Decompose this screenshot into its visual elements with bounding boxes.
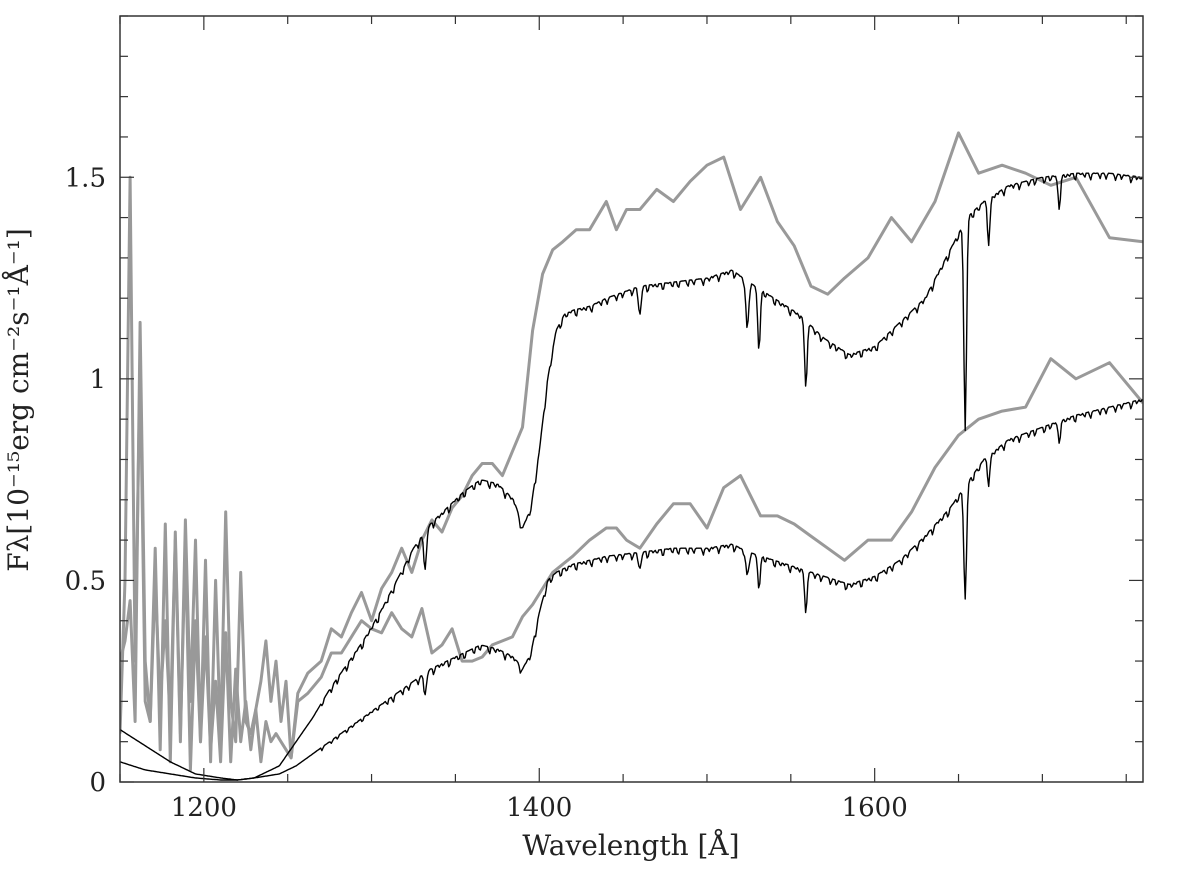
model-spectrum-line-3 [120, 172, 1143, 781]
observed-spectrum-line-0 [120, 320, 1143, 764]
x-tick-label: 1400 [506, 793, 572, 823]
x-tick-label: 1200 [171, 793, 237, 823]
x-axis-title: Wavelength [Å] [522, 829, 739, 862]
model-spectrum-line-2 [120, 398, 1143, 781]
y-tick-label: 1.5 [65, 163, 106, 193]
axes-layer: 1200 1400 1600 0 0.5 1 1.5 [65, 15, 1144, 823]
plot-frame [119, 15, 1144, 783]
x-tick-label: 1600 [842, 793, 908, 823]
y-tick-label: 0 [89, 768, 106, 798]
observed-spectrum-line-1 [120, 131, 1143, 772]
y-tick-label: 1 [89, 365, 106, 395]
series-layer [120, 131, 1143, 781]
y-axis-title: Fλ[10⁻¹⁵erg cm⁻²s⁻¹Å⁻¹] [2, 228, 35, 572]
y-tick-label: 0.5 [65, 566, 106, 596]
